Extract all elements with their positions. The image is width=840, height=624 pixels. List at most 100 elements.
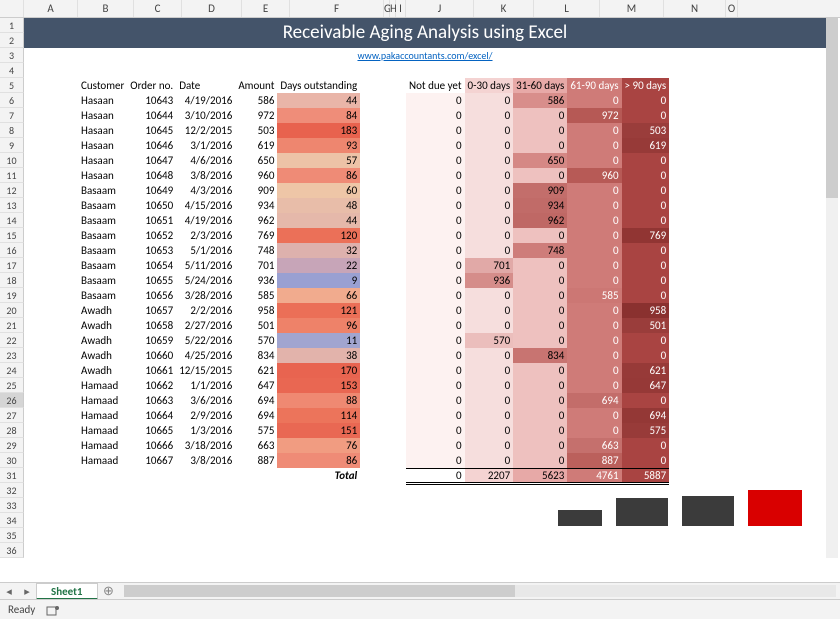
col-header-E[interactable]: E <box>242 0 290 17</box>
aging-row[interactable]: 0009600 <box>406 168 669 183</box>
aging-row[interactable]: 0000769 <box>406 228 669 243</box>
table-row[interactable]: Basaam106555/24/20169369 <box>78 273 360 288</box>
horizontal-scrollbar[interactable] <box>124 585 837 597</box>
row-header-28[interactable]: 28 <box>0 423 24 438</box>
col-header-C[interactable]: C <box>134 0 182 17</box>
aging-row[interactable]: 0090900 <box>406 183 669 198</box>
row-header-21[interactable]: 21 <box>0 318 24 333</box>
aging-row[interactable]: 0096200 <box>406 213 669 228</box>
row-header-13[interactable]: 13 <box>0 198 24 213</box>
aging-row[interactable]: 0000647 <box>406 378 669 393</box>
col-header-I[interactable]: I <box>396 0 406 17</box>
row-header-23[interactable]: 23 <box>0 348 24 363</box>
col-header-K[interactable]: K <box>474 0 534 17</box>
table-row[interactable]: Hamaad106651/3/2016575151 <box>78 423 360 438</box>
row-header-35[interactable]: 35 <box>0 528 24 543</box>
table-row[interactable]: Basaam106545/11/201670122 <box>78 258 360 273</box>
table-row[interactable]: Basaam106514/19/201696244 <box>78 213 360 228</box>
row-header-32[interactable]: 32 <box>0 483 24 498</box>
macro-record-icon[interactable] <box>46 604 60 616</box>
aging-row[interactable]: 0083400 <box>406 348 669 363</box>
sheet-tab[interactable]: Sheet1 <box>36 583 98 600</box>
row-header-10[interactable]: 10 <box>0 153 24 168</box>
aging-row[interactable]: 0074800 <box>406 243 669 258</box>
col-header-F[interactable]: F <box>290 0 384 17</box>
aging-row[interactable]: 0000619 <box>406 138 669 153</box>
row-header-30[interactable]: 30 <box>0 453 24 468</box>
aging-row[interactable]: 0093400 <box>406 198 669 213</box>
col-header-O[interactable]: O <box>726 0 738 17</box>
row-header-29[interactable]: 29 <box>0 438 24 453</box>
row-header-14[interactable]: 14 <box>0 213 24 228</box>
col-header-B[interactable]: B <box>78 0 134 17</box>
table-row[interactable]: Basaam106522/3/2016769120 <box>78 228 360 243</box>
row-header-7[interactable]: 7 <box>0 108 24 123</box>
table-row[interactable]: Basaam106563/28/201658566 <box>78 288 360 303</box>
row-header-33[interactable]: 33 <box>0 498 24 513</box>
table-row[interactable]: Awadh106604/25/201683438 <box>78 348 360 363</box>
tab-nav-prev-icon[interactable]: ▸ <box>18 585 36 598</box>
col-header-J[interactable]: J <box>406 0 474 17</box>
row-header-15[interactable]: 15 <box>0 228 24 243</box>
table-row[interactable]: Awadh106572/2/2016958121 <box>78 303 360 318</box>
row-header-1[interactable]: 1 <box>0 18 24 33</box>
table-row[interactable]: Hasaan106443/10/201697284 <box>78 108 360 123</box>
aging-row[interactable]: 0008870 <box>406 453 669 468</box>
row-header-26[interactable]: 26 <box>0 393 24 408</box>
row-header-27[interactable]: 27 <box>0 408 24 423</box>
table-row[interactable]: Hamaad106642/9/2016694114 <box>78 408 360 423</box>
aging-row[interactable]: 0000503 <box>406 123 669 138</box>
aging-row[interactable]: 0006940 <box>406 393 669 408</box>
col-header-M[interactable]: M <box>600 0 664 17</box>
row-header-24[interactable]: 24 <box>0 363 24 378</box>
table-row[interactable]: Hasaan1064512/2/2015503183 <box>78 123 360 138</box>
table-row[interactable]: Hasaan106463/1/201661993 <box>78 138 360 153</box>
aging-row[interactable]: 0000575 <box>406 423 669 438</box>
table-row[interactable]: Hamaad106621/1/2016647153 <box>78 378 360 393</box>
table-row[interactable]: Awadh106582/27/201650196 <box>78 318 360 333</box>
table-row[interactable]: Awadh1066112/15/2015621170 <box>78 363 360 378</box>
table-row[interactable]: Awadh106595/22/201657011 <box>78 333 360 348</box>
aging-row[interactable]: 0000501 <box>406 318 669 333</box>
table-row[interactable]: Basaam106504/15/201693448 <box>78 198 360 213</box>
aging-row[interactable]: 0005850 <box>406 288 669 303</box>
aging-row[interactable]: 0000621 <box>406 363 669 378</box>
row-header-8[interactable]: 8 <box>0 123 24 138</box>
aging-row[interactable]: 0000694 <box>406 408 669 423</box>
row-header-25[interactable]: 25 <box>0 378 24 393</box>
table-row[interactable]: Hamaad106633/6/201669488 <box>78 393 360 408</box>
source-link[interactable]: www.pakaccountants.com/excel/ <box>357 49 492 62</box>
row-header-11[interactable]: 11 <box>0 168 24 183</box>
row-header-34[interactable]: 34 <box>0 513 24 528</box>
row-header-9[interactable]: 9 <box>0 138 24 153</box>
table-row[interactable]: Hasaan106434/19/201658644 <box>78 93 360 108</box>
tab-nav-first-icon[interactable]: ◂ <box>0 585 18 598</box>
aging-row[interactable]: 0065000 <box>406 153 669 168</box>
col-header-A[interactable]: A <box>24 0 78 17</box>
row-header-18[interactable]: 18 <box>0 273 24 288</box>
horizontal-scroll-thumb[interactable] <box>124 585 516 597</box>
row-header-12[interactable]: 12 <box>0 183 24 198</box>
col-header-D[interactable]: D <box>182 0 242 17</box>
table-row[interactable]: Hamaad106663/18/201666376 <box>78 438 360 453</box>
add-sheet-button[interactable]: ⊕ <box>98 583 120 600</box>
vertical-scroll-thumb[interactable] <box>826 18 838 198</box>
aging-row[interactable]: 0701000 <box>406 258 669 273</box>
row-header-3[interactable]: 3 <box>0 48 24 63</box>
row-header-31[interactable]: 31 <box>0 468 24 483</box>
aging-row[interactable]: 0006630 <box>406 438 669 453</box>
row-header-4[interactable]: 4 <box>0 63 24 78</box>
row-header-5[interactable]: 5 <box>0 78 24 93</box>
row-header-36[interactable]: 36 <box>0 543 24 558</box>
col-header-L[interactable]: L <box>534 0 600 17</box>
row-header-22[interactable]: 22 <box>0 333 24 348</box>
table-row[interactable]: Hasaan106474/6/201665057 <box>78 153 360 168</box>
table-row[interactable]: Hasaan106483/8/201696086 <box>78 168 360 183</box>
row-header-19[interactable]: 19 <box>0 288 24 303</box>
table-row[interactable]: Basaam106494/3/201690960 <box>78 183 360 198</box>
row-header-2[interactable]: 2 <box>0 33 24 48</box>
aging-row[interactable]: 0009720 <box>406 108 669 123</box>
aging-row[interactable]: 0936000 <box>406 273 669 288</box>
aging-row[interactable]: 0000958 <box>406 303 669 318</box>
table-row[interactable]: Hamaad106673/8/201688786 <box>78 453 360 468</box>
